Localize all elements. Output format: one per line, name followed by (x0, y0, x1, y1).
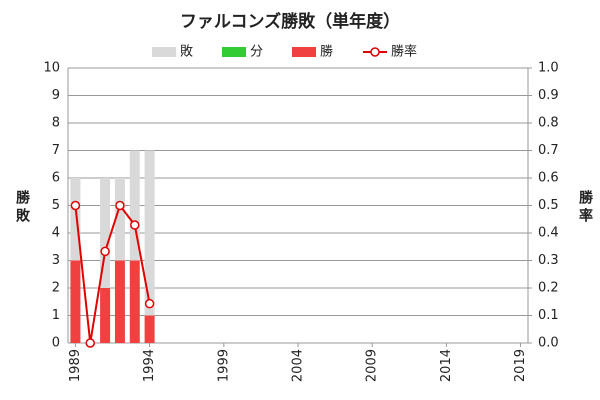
bar (144, 315, 155, 343)
y2-tick-label: 0.6 (538, 171, 559, 186)
rate-point (70, 200, 81, 211)
rate-point (144, 298, 155, 309)
bar (129, 260, 140, 343)
bar (100, 288, 111, 343)
rate-point (100, 246, 110, 257)
y2-tick-label: 0.0 (538, 336, 559, 351)
legend-swatch (222, 47, 246, 57)
y-tick-label: 2 (52, 281, 60, 296)
legend-label: 勝 (320, 45, 333, 60)
y2-tick-label: 0.5 (538, 198, 559, 213)
y-tick-label: 8 (52, 116, 60, 131)
y-tick-label: 10 (43, 61, 60, 76)
legend-swatch (152, 47, 176, 57)
rate-point (115, 200, 125, 211)
y-tick-label: 4 (52, 226, 60, 241)
legend-label: 敗 (180, 45, 193, 60)
y2-tick-label: 1.0 (538, 61, 559, 76)
y2-tick-label: 0.2 (538, 281, 559, 296)
bar (114, 178, 125, 261)
y-axis-label: 勝敗 (14, 189, 30, 226)
bar (129, 150, 140, 261)
y-tick-label: 0 (52, 336, 60, 351)
bar (114, 260, 125, 343)
rate-line (74, 203, 151, 344)
x-tick-label: 2014 (439, 349, 454, 382)
x-tick-label: 1999 (216, 349, 231, 382)
y2-tick-label: 0.8 (538, 116, 559, 131)
legend-swatch (292, 47, 316, 57)
legend-label: 勝率 (391, 44, 417, 60)
y2-axis-label: 勝率 (577, 189, 593, 226)
x-tick-label: 1989 (68, 349, 83, 382)
x-tick-label: 2004 (291, 349, 306, 382)
x-tick-label: 2019 (513, 349, 528, 382)
y-tick-label: 1 (52, 308, 60, 323)
y-tick-label: 9 (52, 88, 60, 103)
x-tick-label: 1994 (142, 349, 157, 382)
legend-marker (370, 47, 380, 57)
bar (70, 260, 81, 343)
y-tick-label: 7 (52, 143, 60, 158)
y2-tick-label: 0.3 (538, 253, 559, 268)
y2-tick-label: 0.7 (538, 143, 559, 158)
chart-title: ファルコンズ勝敗（単年度） (180, 11, 400, 32)
bar (70, 178, 81, 261)
y-tick-label: 5 (52, 198, 60, 213)
y2-tick-label: 0.4 (538, 226, 559, 241)
y-tick-label: 6 (52, 171, 60, 186)
rate-point (130, 220, 140, 230)
bar (100, 178, 111, 288)
rate-point (85, 338, 96, 348)
legend-label: 分 (250, 45, 263, 60)
bar (144, 150, 155, 316)
y-tick-label: 3 (52, 253, 60, 268)
y2-tick-label: 0.9 (538, 88, 559, 103)
x-tick-label: 2009 (365, 349, 380, 382)
y2-tick-label: 0.1 (538, 308, 559, 323)
